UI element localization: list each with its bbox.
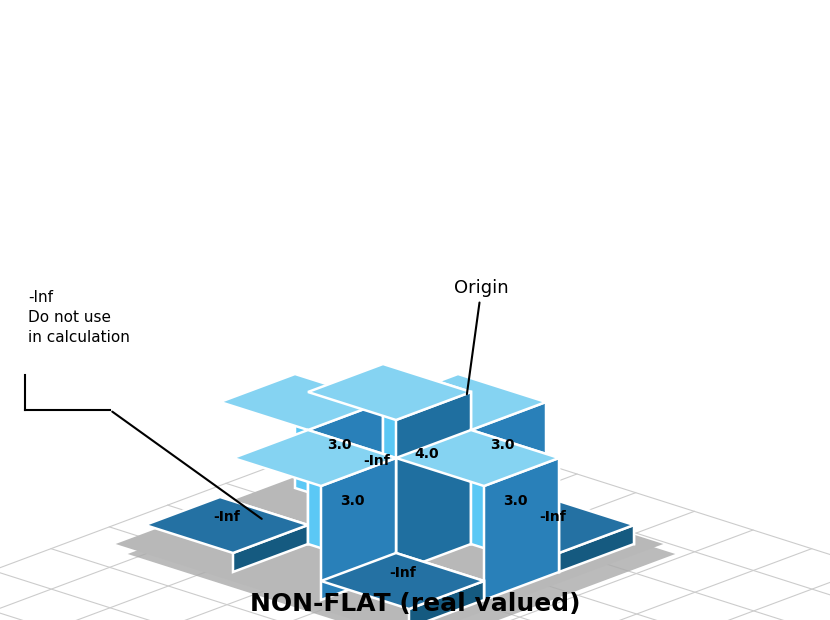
Polygon shape bbox=[559, 525, 634, 572]
Polygon shape bbox=[383, 374, 546, 430]
Polygon shape bbox=[308, 364, 471, 420]
Polygon shape bbox=[145, 497, 308, 553]
Polygon shape bbox=[295, 374, 383, 516]
Text: -Inf: -Inf bbox=[389, 566, 416, 580]
Text: NON-FLAT (real valued): NON-FLAT (real valued) bbox=[250, 592, 580, 616]
Polygon shape bbox=[471, 430, 559, 572]
Polygon shape bbox=[409, 581, 484, 620]
Polygon shape bbox=[396, 392, 471, 572]
Polygon shape bbox=[383, 364, 471, 544]
Text: 3.0: 3.0 bbox=[490, 438, 515, 452]
Polygon shape bbox=[546, 497, 634, 544]
Polygon shape bbox=[308, 430, 396, 572]
Text: 3.0: 3.0 bbox=[327, 438, 351, 452]
Polygon shape bbox=[233, 525, 308, 572]
Polygon shape bbox=[220, 374, 383, 430]
Text: -Inf: -Inf bbox=[213, 510, 240, 524]
Text: -Inf: -Inf bbox=[364, 454, 390, 468]
Polygon shape bbox=[396, 553, 484, 600]
Polygon shape bbox=[383, 469, 458, 516]
Text: -Inf
Do not use
in calculation: -Inf Do not use in calculation bbox=[28, 290, 129, 345]
Polygon shape bbox=[370, 441, 458, 488]
Text: 3.0: 3.0 bbox=[503, 494, 527, 508]
Polygon shape bbox=[471, 497, 634, 553]
Polygon shape bbox=[233, 430, 396, 486]
Polygon shape bbox=[321, 553, 484, 609]
Polygon shape bbox=[471, 402, 546, 544]
Polygon shape bbox=[308, 402, 383, 544]
Polygon shape bbox=[396, 430, 559, 486]
Polygon shape bbox=[458, 374, 546, 516]
Text: 4.0: 4.0 bbox=[415, 447, 439, 461]
Text: 3.0: 3.0 bbox=[339, 494, 364, 508]
Polygon shape bbox=[321, 458, 396, 600]
Polygon shape bbox=[128, 460, 676, 620]
Text: -Inf: -Inf bbox=[540, 510, 566, 524]
Polygon shape bbox=[295, 441, 458, 497]
Polygon shape bbox=[220, 497, 308, 544]
Polygon shape bbox=[115, 450, 663, 620]
Text: Origin: Origin bbox=[454, 279, 509, 394]
Polygon shape bbox=[484, 458, 559, 600]
